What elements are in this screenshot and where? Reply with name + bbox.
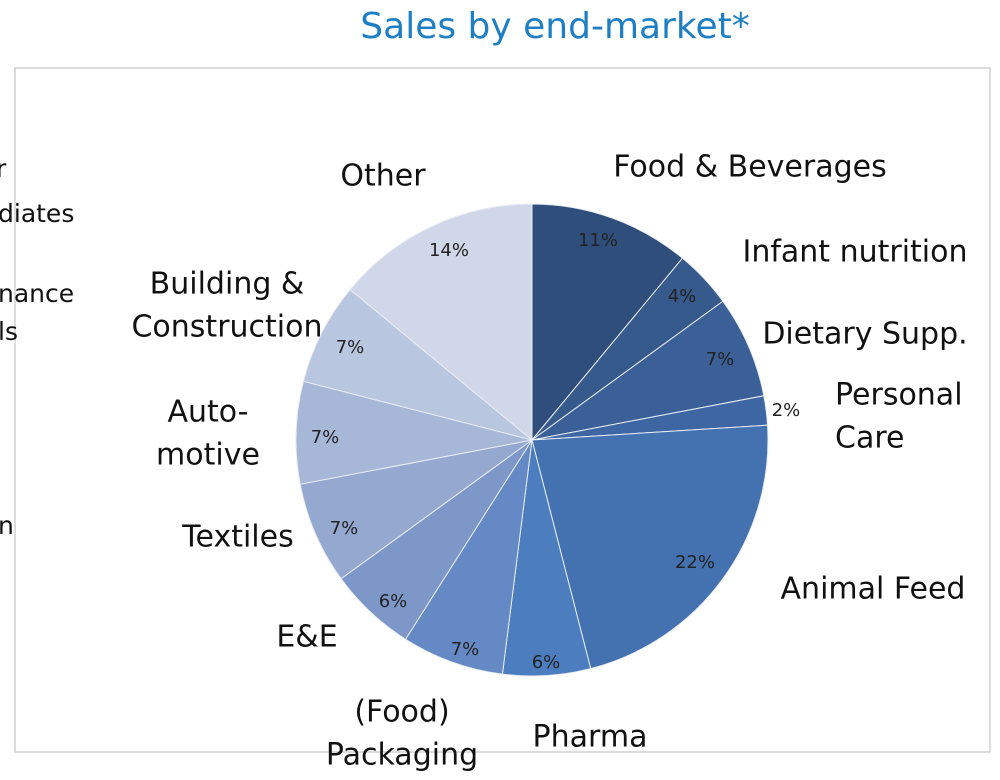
value-label: 7% — [311, 427, 340, 448]
cropped-label: nance — [0, 279, 74, 308]
value-label: 7% — [336, 337, 365, 358]
slice-label: Food & Beverages — [613, 150, 887, 185]
cropped-label: n — [0, 511, 14, 540]
value-label: 7% — [330, 518, 359, 539]
slice-label: Textiles — [181, 520, 293, 555]
value-label: 11% — [578, 230, 618, 251]
slice-label: Other — [340, 159, 426, 194]
cropped-label: diates — [0, 199, 74, 228]
pie-slice — [295, 380, 533, 485]
pie-slice — [302, 288, 533, 441]
value-label: 7% — [706, 349, 735, 370]
cropped-label: r — [0, 154, 7, 183]
slice-label: Auto-motive — [156, 394, 260, 472]
pie-slice — [404, 439, 533, 675]
cropped-label: ls — [0, 317, 18, 346]
value-label: 14% — [429, 240, 469, 261]
value-label: 2% — [772, 400, 801, 421]
value-label: 6% — [379, 591, 408, 612]
value-label: 7% — [451, 639, 480, 660]
value-label: 22% — [675, 552, 715, 573]
pie-slice — [531, 300, 765, 441]
slice-label: Personal Care — [835, 377, 963, 455]
pie-slice — [349, 203, 533, 442]
value-label: 4% — [668, 286, 697, 307]
slice-label: Building & Construction — [131, 266, 322, 344]
chart-frame — [14, 67, 991, 753]
slice-label: Infant nutrition — [742, 235, 967, 270]
pie-slice — [531, 203, 684, 442]
slice-label: Dietary Supp. — [762, 317, 967, 352]
chart-title: Sales by end-market* — [360, 6, 749, 47]
pie-slice — [299, 439, 533, 580]
pie-slice — [531, 424, 769, 670]
slice-label: E&E — [276, 620, 337, 655]
slice-label: Pharma — [533, 720, 648, 755]
slice-label: Animal Feed — [781, 572, 966, 607]
value-label: 6% — [532, 652, 561, 673]
slice-label: (Food) Packaging — [326, 694, 478, 772]
